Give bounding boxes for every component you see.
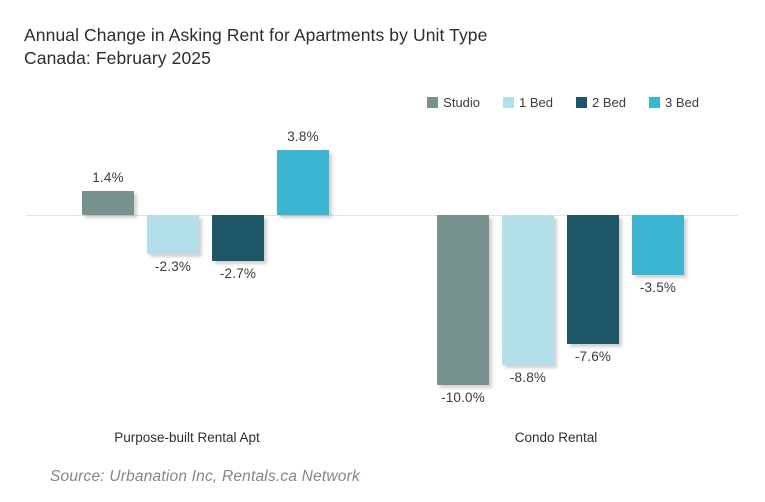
legend-swatch-1-bed (503, 97, 515, 108)
chart-title-line1: Annual Change in Asking Rent for Apartme… (24, 25, 488, 45)
bar-3-bed-condo-rental (632, 215, 684, 275)
category-label-condo-rental: Condo Rental (514, 430, 598, 445)
bar-studio-condo-rental (437, 215, 489, 385)
bar-3-bed-purpose-built-rental-apt (277, 150, 329, 215)
chart-legend: Studio 1 Bed 2 Bed 3 Bed (427, 95, 699, 110)
source-note: Source: Urbanation Inc, Rentals.ca Netwo… (50, 468, 360, 485)
legend-swatch-2-bed (576, 97, 588, 108)
legend-item-3-bed: 3 Bed (649, 95, 699, 110)
value-label-1-bed-purpose-built-rental-apt: -2.3% (154, 259, 192, 275)
legend-item-1-bed: 1 Bed (503, 95, 553, 110)
category-label-purpose-built-rental-apt: Purpose-built Rental Apt (114, 430, 260, 445)
value-label-2-bed-purpose-built-rental-apt: -2.7% (219, 265, 257, 281)
legend-label-studio: Studio (443, 95, 481, 110)
legend-swatch-3-bed (649, 97, 661, 108)
chart-title: Annual Change in Asking Rent for Apartme… (24, 24, 487, 70)
value-label-2-bed-condo-rental: -7.6% (574, 349, 612, 365)
value-label-studio-purpose-built-rental-apt: 1.4% (92, 170, 124, 186)
bar-1-bed-purpose-built-rental-apt (147, 215, 199, 255)
bar-1-bed-condo-rental (502, 215, 554, 365)
bar-studio-purpose-built-rental-apt (82, 191, 134, 215)
legend-label-2-bed: 2 Bed (592, 95, 627, 110)
value-label-3-bed-condo-rental: -3.5% (639, 279, 677, 295)
legend-item-studio: Studio (427, 95, 480, 110)
legend-item-2-bed: 2 Bed (576, 95, 626, 110)
value-label-studio-condo-rental: -10.0% (441, 390, 485, 405)
legend-swatch-studio (427, 97, 439, 108)
chart-title-line2: Canada: February 2025 (24, 48, 211, 68)
value-label-1-bed-condo-rental: -8.8% (509, 369, 547, 385)
bar-2-bed-purpose-built-rental-apt (212, 215, 264, 261)
zero-axis-line (26, 215, 738, 216)
legend-label-1-bed: 1 Bed (519, 95, 554, 110)
bar-2-bed-condo-rental (567, 215, 619, 345)
value-label-3-bed-purpose-built-rental-apt: 3.8% (287, 129, 319, 145)
legend-label-3-bed: 3 Bed (665, 95, 699, 110)
